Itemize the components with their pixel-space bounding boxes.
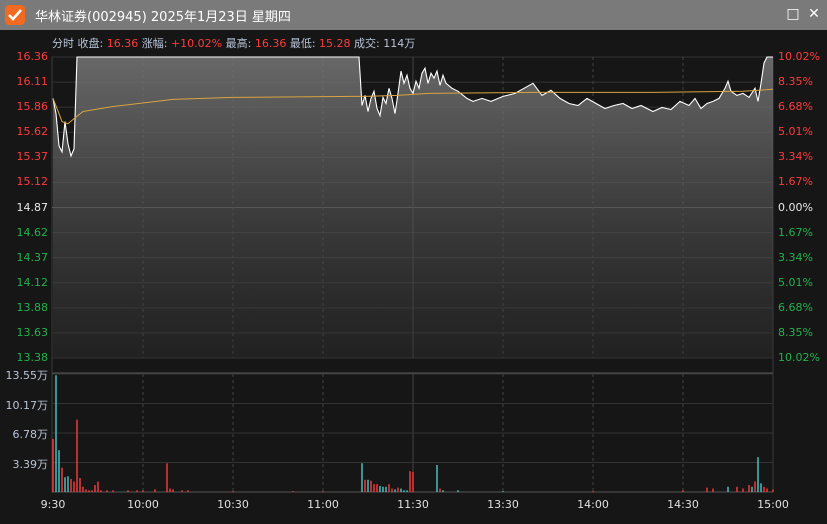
volume-label: 成交: bbox=[354, 37, 380, 50]
title-bar: 华林证券(002945) 2025年1月23日 星期四 □ ✕ bbox=[0, 0, 827, 30]
price-tick-label: 14.12 bbox=[16, 275, 49, 289]
price-tick-label: 15.37 bbox=[16, 150, 49, 164]
average-price-line bbox=[52, 88, 774, 125]
quote-summary: 分时 收盘: 16.36 涨幅: +10.02% 最高: 16.36 最低: 1… bbox=[52, 35, 415, 51]
volume-value: 114万 bbox=[383, 37, 416, 50]
price-tick-label: 16.11 bbox=[16, 75, 49, 89]
percent-tick-label: 1.67% bbox=[778, 225, 813, 239]
percent-tick-label: 8.35% bbox=[778, 325, 813, 339]
close-value: 16.36 bbox=[106, 37, 139, 50]
time-tick-label: 10:30 bbox=[217, 498, 249, 511]
time-tick-label: 14:30 bbox=[667, 498, 699, 511]
mode-label: 分时 bbox=[52, 37, 74, 50]
time-tick-label: 11:30 bbox=[397, 498, 429, 511]
time-tick-label: 11:00 bbox=[307, 498, 339, 511]
percent-tick-label: 6.68% bbox=[778, 300, 813, 314]
change-value: +10.02% bbox=[170, 37, 223, 50]
price-tick-label: 14.37 bbox=[16, 250, 49, 264]
price-line bbox=[52, 56, 773, 158]
time-tick-label: 15:00 bbox=[757, 498, 789, 511]
maximize-button[interactable]: □ bbox=[786, 6, 800, 22]
percent-tick-label: 10.02% bbox=[778, 351, 820, 364]
app-logo-check-icon bbox=[5, 5, 25, 25]
price-tick-label: 14.62 bbox=[16, 225, 49, 239]
price-tick-label: 15.12 bbox=[16, 175, 49, 189]
change-label: 涨幅: bbox=[141, 37, 168, 50]
volume-tick-label: 10.17万 bbox=[5, 398, 49, 412]
time-tick-label: 9:30 bbox=[40, 498, 66, 511]
percent-tick-label: 3.34% bbox=[778, 250, 813, 264]
time-tick-label: 13:30 bbox=[487, 498, 519, 511]
time-tick-label: 10:00 bbox=[127, 498, 159, 511]
time-tick-label: 14:00 bbox=[577, 498, 609, 511]
price-tick-label: 15.62 bbox=[16, 125, 49, 139]
percent-tick-label: 8.35% bbox=[778, 75, 813, 89]
price-tick-label: 16.36 bbox=[16, 50, 49, 63]
percent-tick-label: 10.02% bbox=[778, 50, 820, 63]
percent-tick-label: 1.67% bbox=[778, 175, 813, 189]
high-value: 16.36 bbox=[254, 37, 287, 50]
price-tick-label: 14.87 bbox=[16, 200, 49, 214]
close-button[interactable]: ✕ bbox=[808, 6, 820, 22]
percent-tick-label: 6.68% bbox=[778, 100, 813, 114]
price-area bbox=[53, 57, 773, 358]
price-tick-label: 15.86 bbox=[16, 100, 49, 114]
percent-tick-label: 5.01% bbox=[778, 275, 813, 289]
volume-tick-label: 13.55万 bbox=[5, 369, 49, 382]
window-title: 华林证券(002945) 2025年1月23日 星期四 bbox=[35, 10, 291, 25]
price-tick-label: 13.88 bbox=[16, 300, 49, 314]
volume-tick-label: 3.39万 bbox=[12, 457, 49, 471]
volume-tick-label: 6.78万 bbox=[12, 428, 49, 441]
price-tick-label: 13.63 bbox=[16, 325, 49, 339]
percent-tick-label: 3.34% bbox=[778, 150, 813, 164]
price-tick-label: 13.38 bbox=[16, 351, 49, 364]
percent-tick-label: 0.00% bbox=[778, 200, 813, 214]
low-value: 15.28 bbox=[319, 37, 351, 50]
low-label: 最低: bbox=[289, 37, 316, 50]
percent-tick-label: 5.01% bbox=[778, 125, 813, 139]
high-label: 最高: bbox=[225, 37, 252, 50]
close-label: 收盘: bbox=[77, 37, 104, 50]
